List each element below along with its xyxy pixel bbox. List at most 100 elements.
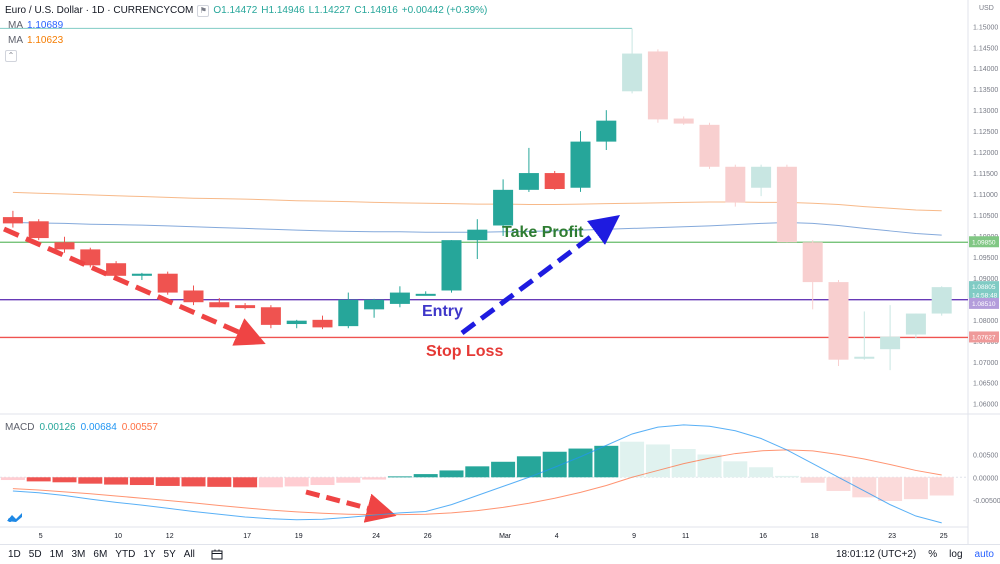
macd-histogram-bar [0, 477, 25, 481]
ohlc-open: O1.14472 [213, 5, 258, 16]
macd-histogram-bar [929, 477, 954, 496]
candle-body [622, 53, 643, 92]
flag-icon[interactable]: ⚑ [197, 5, 210, 17]
price-tick-label: 1.07000 [973, 360, 998, 367]
time-tick-label: 18 [811, 533, 819, 540]
currency-label: USD [979, 5, 994, 12]
time-tick-label: 17 [243, 533, 251, 540]
ma2-row[interactable]: MA 1.10623 [5, 34, 487, 48]
price-tick-label: 1.06000 [973, 402, 998, 409]
ma2-label: MA [8, 35, 23, 46]
price-tick-label: 1.09500 [973, 255, 998, 262]
candle-body [183, 290, 204, 303]
time-tick-label: 16 [759, 533, 767, 540]
macd-label: MACD [5, 422, 35, 433]
uptrend-arrow [460, 215, 621, 336]
price-tag-label: 1.08805 [972, 284, 996, 291]
timeframe-6m[interactable]: 6M [93, 549, 108, 560]
timeframe-1d[interactable]: 1D [8, 549, 21, 560]
price-tick-label: 1.15000 [973, 24, 998, 31]
price-tag-label: 1.09850 [972, 239, 996, 246]
macd-histogram-bar [387, 476, 412, 478]
candle-body [260, 307, 281, 325]
candle-body [2, 217, 23, 224]
macd-crossover-arrow [305, 489, 397, 523]
timeframe-5y[interactable]: 5Y [163, 549, 176, 560]
collapse-icon[interactable]: ⌃ [5, 50, 17, 62]
price-tag-label: 1.08510 [972, 301, 996, 308]
timeframe-5d[interactable]: 5D [28, 549, 42, 560]
ohlc-high: H1.14946 [261, 5, 305, 16]
chart-area[interactable]: 1.15000 1.14500 1.14000 1.13500 1.13000 1.125… [0, 0, 1000, 545]
candle-body [751, 166, 772, 188]
ohlc-low: L1.14227 [308, 5, 351, 16]
macd-histogram-bar [465, 466, 490, 478]
tradingview-logo-icon[interactable] [6, 511, 24, 523]
macd-hist-value: 0.00126 [39, 422, 76, 433]
macd-histogram-bar [413, 474, 438, 478]
chart-legend: Euro / U.S. Dollar · 1D · CURRENCYCOM ⚑ … [5, 4, 487, 64]
time-tick-label: 26 [424, 533, 432, 540]
candle-body [54, 242, 75, 250]
macd-histogram-bar [878, 477, 903, 501]
price-tick-label: 1.11500 [973, 171, 998, 178]
candle-body [725, 166, 746, 203]
macd-histogram-bar [645, 444, 670, 478]
price-tick-label: 1.13000 [973, 108, 998, 115]
price-tag [969, 236, 999, 248]
macd-histogram-bar [310, 477, 335, 486]
time-tick-label: 11 [682, 533, 689, 540]
clock-time[interactable]: 18:01:12 (UTC+2) [835, 549, 917, 560]
candle-body [157, 273, 178, 293]
ma2-value: 1.10623 [27, 35, 64, 46]
calendar-range-icon[interactable] [211, 549, 223, 560]
price-tick-label: 1.14500 [973, 45, 998, 52]
price-tag [969, 331, 999, 343]
macd-histogram-bar [852, 477, 877, 498]
time-tick-label: 10 [114, 533, 122, 540]
timeframe-all[interactable]: All [183, 549, 195, 560]
time-tick-label: Mar [499, 533, 512, 540]
candle-body [389, 292, 410, 304]
macd-histogram-bar [362, 477, 387, 480]
timeframe-ytd[interactable]: YTD [115, 549, 136, 560]
price-tag-label: 14:58:48 [972, 293, 998, 300]
candle-body [235, 305, 256, 309]
candle-body [880, 336, 901, 350]
macd-tick-label: -0.00500 [973, 498, 1000, 505]
candle-body [518, 173, 539, 190]
candle-body [596, 120, 617, 142]
candle-body [647, 51, 668, 120]
macd-legend: MACD 0.00126 0.00684 0.00557 [5, 422, 158, 433]
candle-body [364, 299, 385, 310]
macd-histogram-bar [233, 477, 258, 488]
candle-body [209, 302, 230, 308]
ma1-row[interactable]: MA 1.10689 [5, 19, 487, 33]
time-tick-label: 24 [372, 533, 380, 540]
candle-body [699, 124, 720, 167]
price-tag [969, 289, 999, 301]
macd-histogram-bar [516, 456, 541, 478]
macd-histogram-bar [903, 477, 928, 500]
timeframe-3m[interactable]: 3M [71, 549, 86, 560]
stop-loss-label: Stop Loss [426, 343, 503, 360]
timeframe-1y[interactable]: 1Y [143, 549, 156, 560]
auto-toggle[interactable]: auto [974, 549, 994, 560]
macd-histogram-bar [491, 461, 516, 478]
percent-toggle[interactable]: % [928, 549, 938, 560]
timeframe-1m[interactable]: 1M [49, 549, 64, 560]
macd-histogram-bar [620, 441, 645, 478]
entry-label: Entry [422, 303, 463, 320]
macd-histogram-bar [129, 477, 154, 486]
candle-body [854, 356, 875, 359]
time-tick-label: 12 [166, 533, 174, 540]
candle-body [338, 299, 359, 327]
macd-histogram-bar [155, 477, 180, 486]
macd-histogram-bar [207, 477, 232, 487]
log-toggle[interactable]: log [949, 549, 963, 560]
price-tag [969, 281, 999, 293]
price-tick-label: 1.14000 [973, 66, 998, 73]
symbol-title[interactable]: Euro / U.S. Dollar · 1D · CURRENCYCOM [5, 5, 194, 16]
macd-histogram-bar [52, 477, 77, 483]
candle-body [28, 221, 49, 239]
